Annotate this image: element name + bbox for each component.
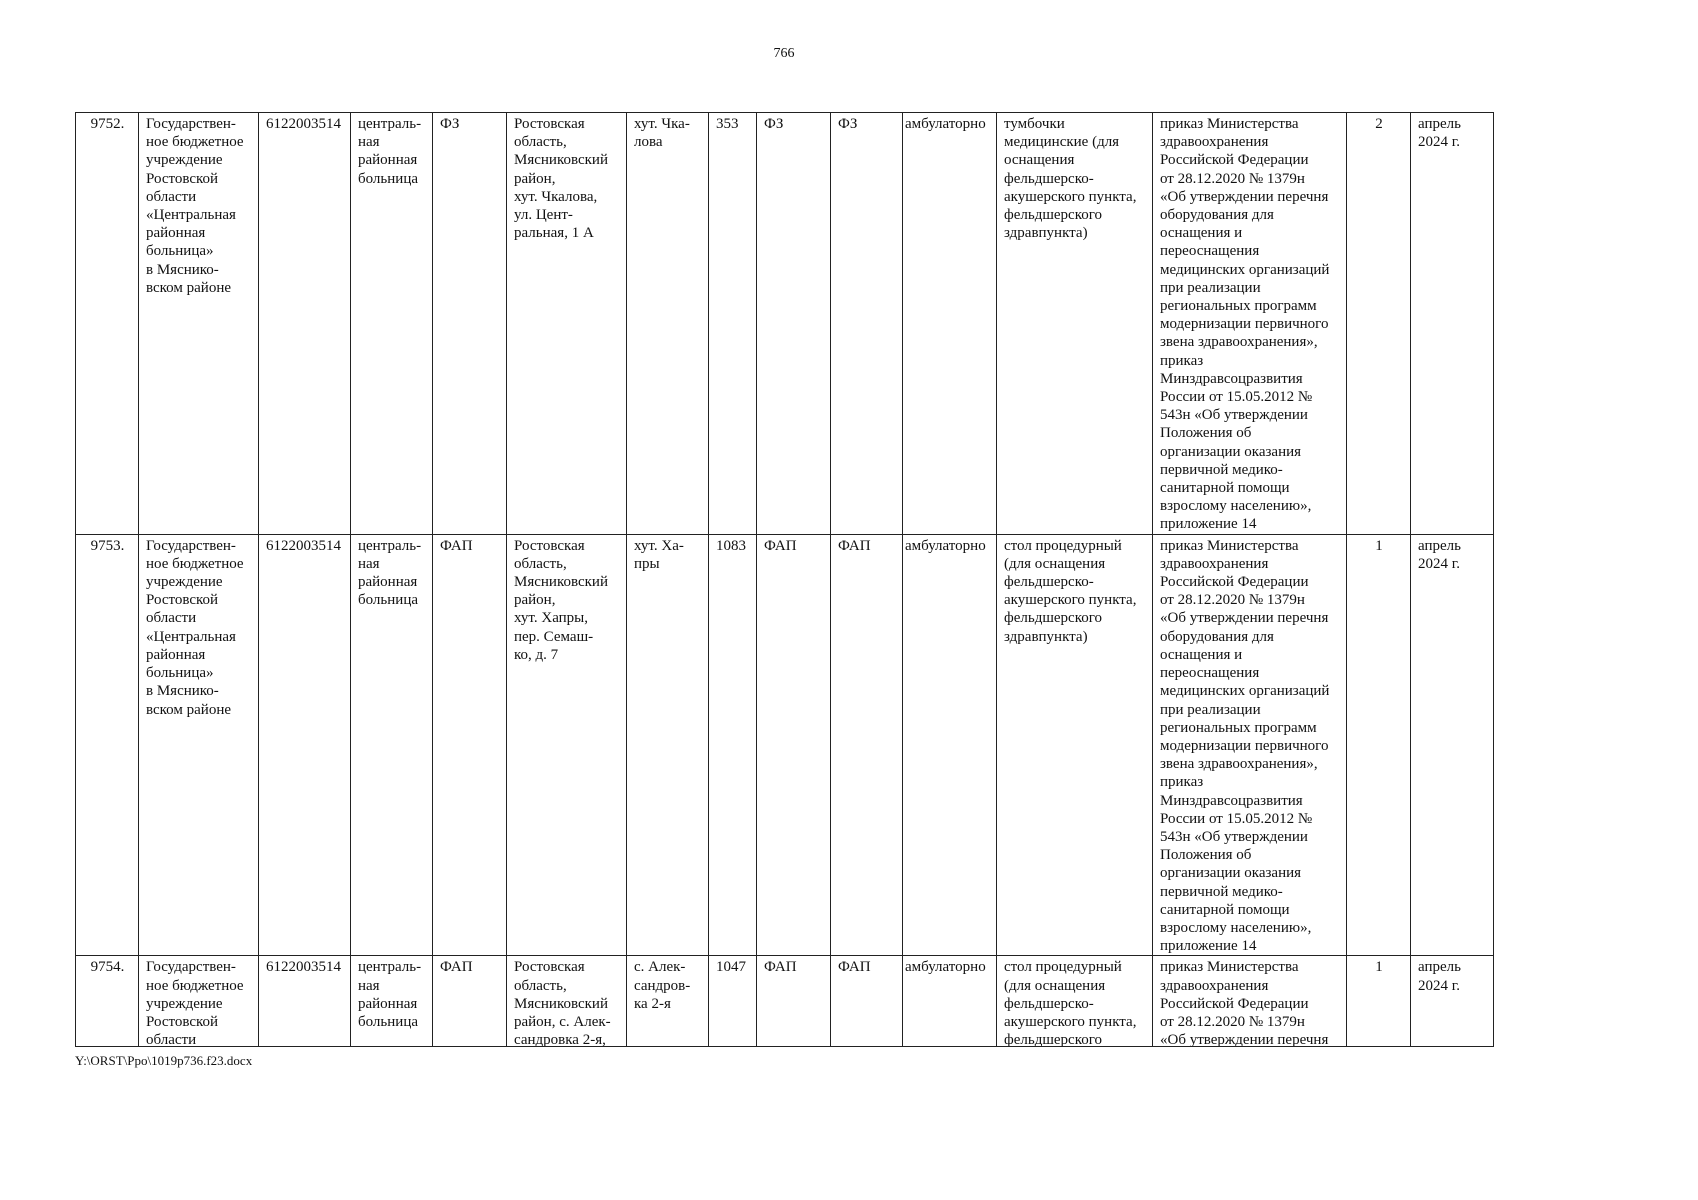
unit-type-3-text: ФЗ xyxy=(838,116,858,132)
legal-basis-text: приказ Министерства здравоохранения Росс… xyxy=(1160,959,1329,1047)
cell-care-form: амбулаторно xyxy=(902,112,997,535)
locality-text: хут. Чка- лова xyxy=(634,116,690,151)
cell-row-number: 9754. xyxy=(75,955,139,1048)
care-form-text: амбулаторно xyxy=(905,959,986,976)
institution-type-text: централь- ная районная больница xyxy=(358,537,422,609)
row-number-text: 9753. xyxy=(90,537,125,554)
cell-delivery-date: апрель 2024 г. xyxy=(1410,533,1494,957)
cell-unit-type: ФАП xyxy=(432,533,507,957)
cell-quantity: 1 xyxy=(1346,955,1411,1048)
table-row: 9752. Государствен- ное бюджетное учрежде… xyxy=(75,112,1494,535)
institution-type-text: централь- ная районная больница xyxy=(358,116,422,187)
cell-legal-basis: приказ Министерства здравоохранения Росс… xyxy=(1152,955,1347,1048)
cell-institution-type: централь- ная районная больница xyxy=(350,533,433,957)
quantity-text: 1 xyxy=(1375,537,1383,554)
legal-basis-text: приказ Министерства здравоохранения Росс… xyxy=(1160,537,1330,955)
cell-locality: с. Алек- сандров- ка 2-я xyxy=(626,955,709,1048)
cell-care-form: амбулаторно xyxy=(902,955,997,1048)
cell-inn: 6122003514 xyxy=(258,955,351,1048)
cell-unit-type-2: ФЗ xyxy=(756,112,831,535)
equipment-table: 9752. Государствен- ное бюджетное учрежде… xyxy=(75,112,1494,1048)
unit-type-2-text: ФЗ xyxy=(764,116,784,132)
unit-type-text: ФЗ xyxy=(440,116,460,132)
cell-equipment: тумбочки медицинские (для оснащения фель… xyxy=(996,112,1153,535)
unit-type-2-text: ФАП xyxy=(764,537,797,554)
cell-institution-type: централь- ная районная больница xyxy=(350,112,433,535)
cell-organization-name: Государствен- ное бюджетное учреждение Р… xyxy=(138,533,259,957)
organization-name-text: Государствен- ное бюджетное учреждение Р… xyxy=(146,959,244,1047)
cell-organization-name: Государствен- ное бюджетное учреждение Р… xyxy=(138,112,259,535)
cell-unit-type: ФЗ xyxy=(432,112,507,535)
cell-legal-basis: приказ Министерства здравоохранения Росс… xyxy=(1152,112,1347,535)
address-text: Ростовская область, Мясниковский район, … xyxy=(514,116,608,242)
population-text: 1083 xyxy=(716,537,746,554)
population-text: 1047 xyxy=(716,959,746,976)
quantity-text: 1 xyxy=(1375,959,1383,976)
address-text: Ростовская область, Мясниковский район, … xyxy=(514,537,608,663)
inn-text: 6122003514 xyxy=(266,959,341,976)
cell-unit-type: ФАП xyxy=(432,955,507,1048)
delivery-date-text: апрель 2024 г. xyxy=(1418,959,1461,994)
legal-basis-text: приказ Министерства здравоохранения Росс… xyxy=(1160,116,1330,533)
cell-equipment: стол процедурный (для оснащения фельдшер… xyxy=(996,533,1153,957)
cell-address: Ростовская область, Мясниковский район, … xyxy=(506,112,627,535)
cell-institution-type: централь- ная районная больница xyxy=(350,955,433,1048)
unit-type-3-text: ФАП xyxy=(838,959,871,976)
unit-type-text: ФАП xyxy=(440,537,473,554)
cell-row-number: 9753. xyxy=(75,533,139,957)
inn-text: 6122003514 xyxy=(266,537,341,554)
locality-text: с. Алек- сандров- ка 2-я xyxy=(634,959,691,1012)
cell-quantity: 1 xyxy=(1346,533,1411,957)
cell-unit-type-3: ФЗ xyxy=(830,112,903,535)
cell-unit-type-3: ФАП xyxy=(830,533,903,957)
cell-delivery-date: апрель 2024 г. xyxy=(1410,955,1494,1048)
cell-locality: хут. Чка- лова xyxy=(626,112,709,535)
cell-row-number: 9752. xyxy=(75,112,139,535)
unit-type-2-text: ФАП xyxy=(764,959,797,976)
address-text: Ростовская область, Мясниковский район, … xyxy=(514,959,611,1047)
cell-locality: хут. Ха- пры xyxy=(626,533,709,957)
table-row: 9754. Государствен- ное бюджетное учрежде… xyxy=(75,955,1494,1048)
equipment-text: стол процедурный (для оснащения фельдшер… xyxy=(1004,537,1137,645)
equipment-text: тумбочки медицинские (для оснащения фель… xyxy=(1004,116,1137,242)
row-number-text: 9752. xyxy=(90,116,125,132)
cell-address: Ростовская область, Мясниковский район, … xyxy=(506,955,627,1048)
cell-unit-type-2: ФАП xyxy=(756,955,831,1048)
cell-address: Ростовская область, Мясниковский район, … xyxy=(506,533,627,957)
delivery-date-text: апрель 2024 г. xyxy=(1418,537,1461,572)
inn-text: 6122003514 xyxy=(266,116,341,132)
table-row: 9753. Государствен- ное бюджетное учрежде… xyxy=(75,533,1494,957)
cell-quantity: 2 xyxy=(1346,112,1411,535)
cell-unit-type-2: ФАП xyxy=(756,533,831,957)
delivery-date-text: апрель 2024 г. xyxy=(1418,116,1461,151)
cell-inn: 6122003514 xyxy=(258,533,351,957)
row-number-text: 9754. xyxy=(90,959,125,976)
population-text: 353 xyxy=(716,116,739,132)
equipment-text: стол процедурный (для оснащения фельдшер… xyxy=(1004,959,1137,1047)
cell-organization-name: Государствен- ное бюджетное учреждение Р… xyxy=(138,955,259,1048)
institution-type-text: централь- ная районная больница xyxy=(358,959,422,1030)
organization-name-text: Государствен- ное бюджетное учреждение Р… xyxy=(146,116,244,296)
organization-name-text: Государствен- ное бюджетное учреждение Р… xyxy=(146,537,244,718)
cell-equipment: стол процедурный (для оснащения фельдшер… xyxy=(996,955,1153,1048)
cell-unit-type-3: ФАП xyxy=(830,955,903,1048)
cell-legal-basis: приказ Министерства здравоохранения Росс… xyxy=(1152,533,1347,957)
page-number: 766 xyxy=(773,46,795,61)
file-path-footer: Y:\ORST\Ppo\1019p736.f23.docx xyxy=(75,1053,253,1068)
care-form-text: амбулаторно xyxy=(905,116,986,132)
unit-type-3-text: ФАП xyxy=(838,537,871,554)
cell-care-form: амбулаторно xyxy=(902,533,997,957)
cell-population: 1083 xyxy=(708,533,757,957)
cell-population: 1047 xyxy=(708,955,757,1048)
cell-population: 353 xyxy=(708,112,757,535)
quantity-text: 2 xyxy=(1375,116,1383,132)
cell-delivery-date: апрель 2024 г. xyxy=(1410,112,1494,535)
care-form-text: амбулаторно xyxy=(905,537,986,554)
unit-type-text: ФАП xyxy=(440,959,473,976)
locality-text: хут. Ха- пры xyxy=(634,537,684,572)
cell-inn: 6122003514 xyxy=(258,112,351,535)
